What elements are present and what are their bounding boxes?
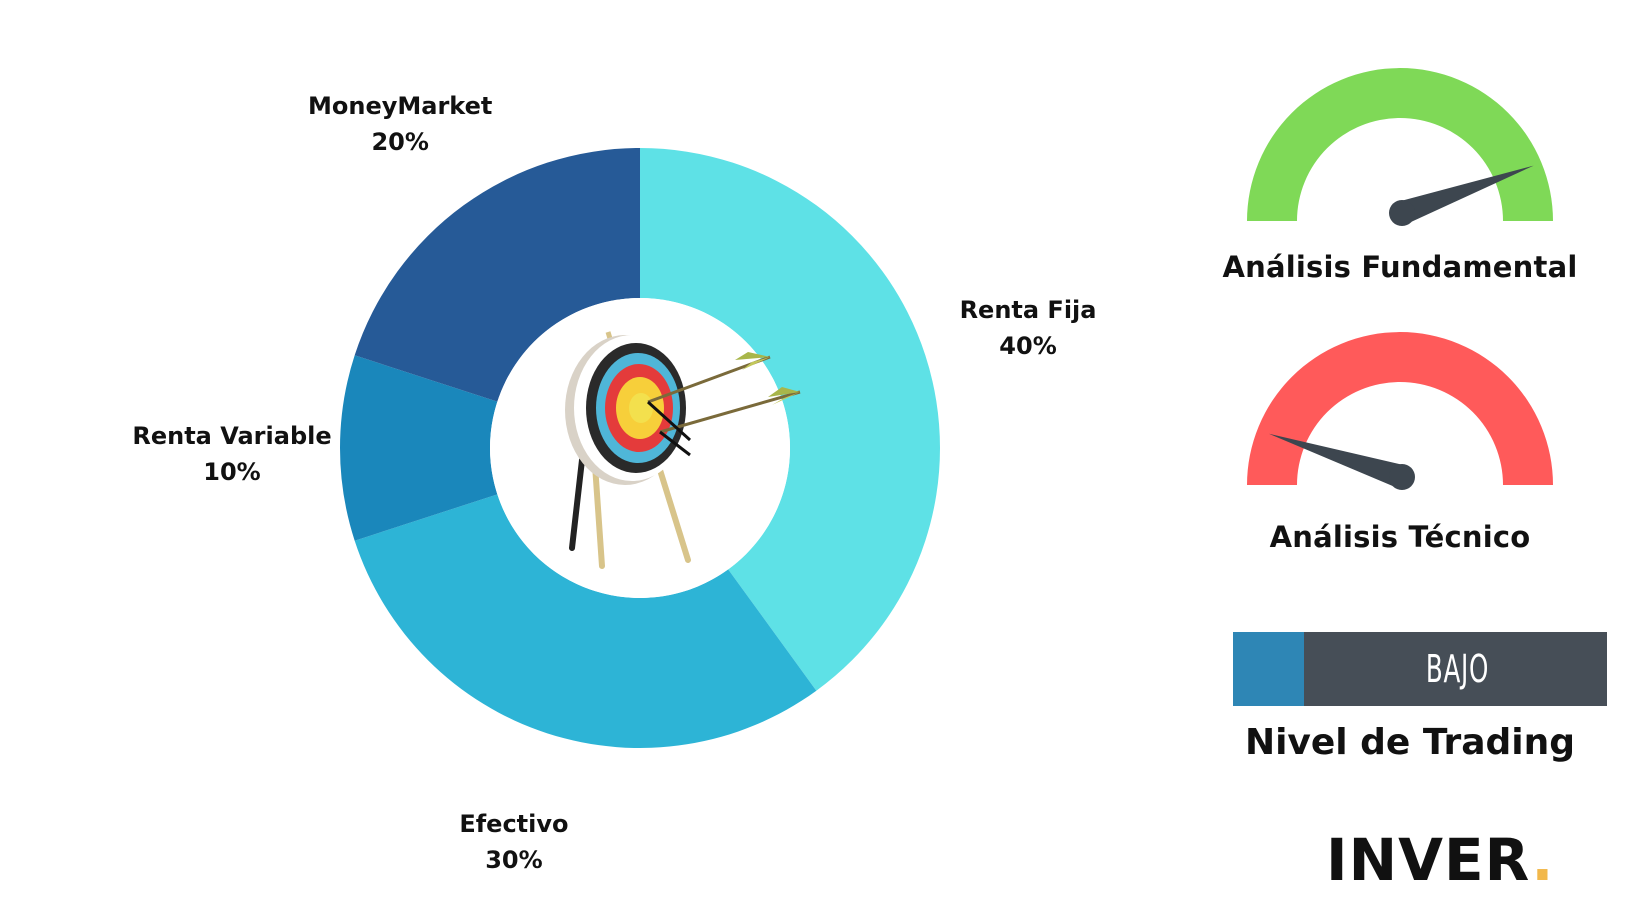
slice-percent-label: 30% bbox=[485, 846, 542, 874]
fundamental-analysis-title: Análisis Fundamental bbox=[1222, 250, 1578, 284]
gauge-needle bbox=[1268, 433, 1406, 489]
donut-slice-renta-fija bbox=[640, 148, 940, 691]
archery-target-icon bbox=[565, 331, 801, 569]
gauge-arc bbox=[1247, 332, 1553, 485]
gauge-hub bbox=[1389, 464, 1415, 490]
trading-level-bar: BAJO bbox=[1233, 632, 1607, 706]
donut-labels: Renta Fija 40% Efectivo 30% Renta Variable 10… bbox=[132, 92, 1096, 874]
trading-level-fill bbox=[1233, 632, 1305, 706]
slice-label: Renta Variable bbox=[132, 422, 331, 450]
fundamental-analysis-gauge bbox=[1247, 68, 1553, 226]
technical-analysis-title: Análisis Técnico bbox=[1269, 520, 1531, 554]
technical-analysis-gauge bbox=[1247, 332, 1553, 490]
slice-label: Renta Fija bbox=[960, 296, 1097, 324]
gauge-needle bbox=[1397, 165, 1534, 225]
trading-level-value: BAJO bbox=[1425, 647, 1490, 691]
brand-name: INVER bbox=[1326, 826, 1532, 894]
brand-logo: INVER. bbox=[1326, 826, 1554, 894]
slice-label: Efectivo bbox=[459, 810, 568, 838]
brand-dot: . bbox=[1531, 826, 1555, 894]
slice-label: MoneyMarket bbox=[308, 92, 492, 120]
donut-slice-renta-variable bbox=[340, 355, 498, 541]
slice-percent-label: 20% bbox=[371, 128, 428, 156]
donut-slice-moneymarket bbox=[354, 148, 640, 402]
slice-percent-label: 40% bbox=[999, 332, 1056, 360]
allocation-donut-chart: Renta Fija 40% Efectivo 30% Renta Variable 10… bbox=[132, 92, 1096, 874]
gauge-hub bbox=[1389, 200, 1415, 226]
donut-slice-efectivo bbox=[354, 494, 817, 748]
gauge-arc bbox=[1247, 68, 1553, 221]
slice-percent-label: 10% bbox=[203, 458, 260, 486]
trading-level-title: Nivel de Trading bbox=[1244, 722, 1576, 763]
